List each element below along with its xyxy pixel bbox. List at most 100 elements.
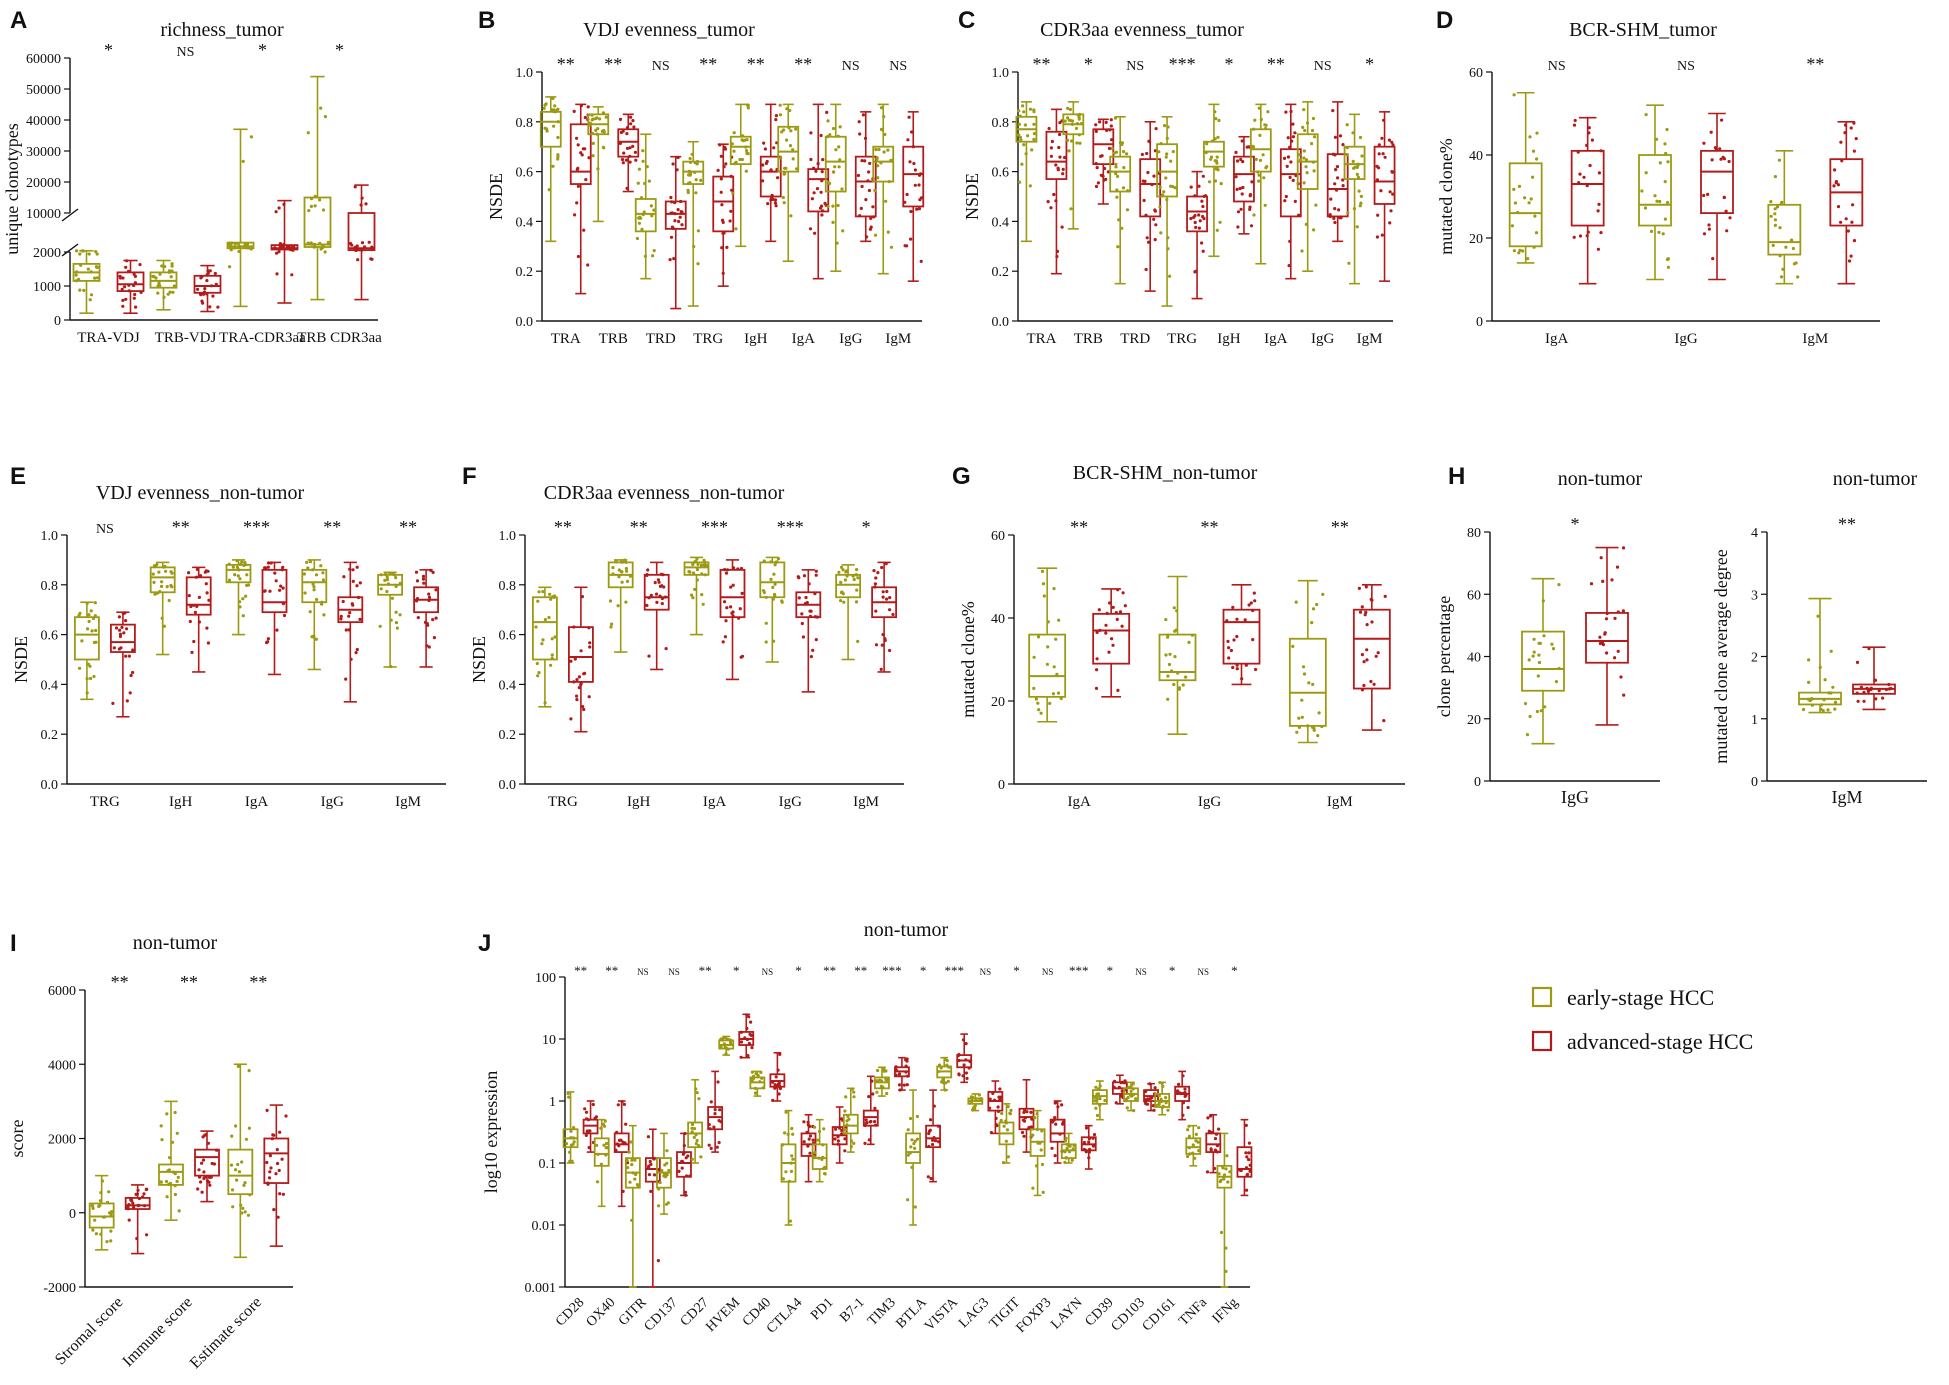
data-point bbox=[999, 1095, 1003, 1099]
data-point bbox=[1076, 113, 1080, 117]
data-point bbox=[1523, 196, 1527, 200]
data-point bbox=[1819, 707, 1823, 711]
y-tick-label: 0.0 bbox=[516, 315, 534, 330]
data-point bbox=[1364, 610, 1368, 615]
box-early bbox=[149, 561, 176, 656]
data-point bbox=[1710, 158, 1714, 162]
data-point bbox=[1819, 703, 1823, 707]
data-point bbox=[168, 1181, 173, 1185]
data-point bbox=[1117, 1085, 1121, 1089]
data-point bbox=[1332, 216, 1336, 220]
data-point bbox=[339, 617, 343, 621]
data-point bbox=[75, 249, 79, 253]
data-point bbox=[852, 1090, 856, 1094]
data-point bbox=[693, 560, 697, 564]
data-point bbox=[904, 1064, 908, 1068]
data-point bbox=[1035, 1127, 1039, 1132]
data-point bbox=[1132, 1109, 1136, 1113]
data-point bbox=[1236, 225, 1240, 229]
data-point bbox=[908, 1151, 912, 1155]
box-iqr bbox=[1158, 633, 1197, 682]
data-point bbox=[680, 1166, 684, 1170]
data-point bbox=[1115, 617, 1119, 622]
data-point bbox=[1874, 697, 1878, 701]
data-point bbox=[131, 648, 135, 652]
data-point bbox=[85, 677, 89, 681]
data-point bbox=[277, 250, 281, 254]
data-point bbox=[1299, 158, 1303, 162]
data-point bbox=[1190, 633, 1194, 637]
data-point bbox=[1352, 207, 1356, 211]
data-point bbox=[1359, 201, 1363, 205]
data-point bbox=[713, 1112, 717, 1116]
data-point bbox=[791, 1157, 795, 1161]
y-axis-label: log10 expression bbox=[481, 1071, 501, 1193]
data-point bbox=[310, 635, 314, 639]
data-point bbox=[688, 1174, 692, 1178]
data-point bbox=[729, 209, 733, 213]
data-point bbox=[164, 1179, 169, 1184]
data-point bbox=[1605, 611, 1609, 616]
data-point bbox=[871, 205, 875, 209]
data-point bbox=[1111, 605, 1115, 610]
data-point bbox=[542, 106, 546, 110]
box-advanced bbox=[347, 184, 376, 301]
data-point bbox=[1333, 182, 1337, 186]
data-point bbox=[1173, 186, 1177, 190]
y-tick-label: 0.01 bbox=[532, 1219, 557, 1234]
data-point bbox=[1314, 203, 1318, 207]
data-point bbox=[726, 1047, 730, 1051]
data-point bbox=[1604, 617, 1609, 621]
data-point bbox=[1305, 121, 1310, 125]
data-point bbox=[1017, 122, 1022, 126]
box-early bbox=[1109, 116, 1132, 285]
box-iqr bbox=[1521, 630, 1565, 692]
data-point bbox=[875, 1079, 879, 1083]
data-point bbox=[1225, 1154, 1229, 1158]
data-point bbox=[913, 168, 918, 172]
data-point bbox=[1087, 1156, 1091, 1160]
data-point bbox=[1360, 605, 1364, 609]
box-iqr bbox=[1233, 155, 1255, 203]
data-point bbox=[319, 247, 323, 251]
data-point bbox=[1521, 249, 1525, 253]
data-point bbox=[188, 619, 192, 624]
box-advanced bbox=[769, 1051, 786, 1102]
data-point bbox=[1189, 216, 1193, 221]
y-tick-label: 0.2 bbox=[41, 728, 59, 743]
data-point bbox=[389, 618, 393, 622]
data-point bbox=[673, 212, 677, 216]
data-point bbox=[1035, 1112, 1039, 1116]
y-tick-label: 0.8 bbox=[992, 116, 1010, 131]
box-iqr bbox=[301, 568, 328, 604]
data-point bbox=[1833, 700, 1838, 704]
data-point bbox=[556, 135, 560, 140]
data-point bbox=[1094, 184, 1099, 189]
box-advanced bbox=[337, 561, 364, 703]
data-point bbox=[553, 635, 557, 639]
data-point bbox=[691, 596, 695, 600]
data-point bbox=[1009, 1108, 1013, 1112]
data-point bbox=[1172, 682, 1176, 687]
data-point bbox=[136, 1188, 140, 1192]
y-tick-label: 1 bbox=[1751, 713, 1758, 728]
data-point bbox=[628, 146, 632, 150]
data-point bbox=[551, 109, 556, 113]
data-point bbox=[1050, 139, 1054, 144]
data-point bbox=[344, 628, 348, 632]
data-point bbox=[1046, 645, 1050, 649]
data-point bbox=[665, 1149, 669, 1153]
data-point bbox=[934, 1139, 938, 1143]
data-point bbox=[1114, 611, 1118, 615]
data-point bbox=[1259, 117, 1263, 122]
data-point bbox=[117, 615, 121, 619]
data-point bbox=[165, 1195, 169, 1199]
data-point bbox=[1311, 682, 1315, 687]
data-point bbox=[238, 605, 242, 609]
data-point bbox=[771, 1098, 775, 1102]
data-point bbox=[1252, 213, 1256, 217]
data-point bbox=[764, 621, 768, 625]
data-point bbox=[929, 1118, 933, 1122]
significance-label: NS bbox=[668, 967, 680, 977]
y-tick-label: 60 bbox=[991, 529, 1005, 544]
